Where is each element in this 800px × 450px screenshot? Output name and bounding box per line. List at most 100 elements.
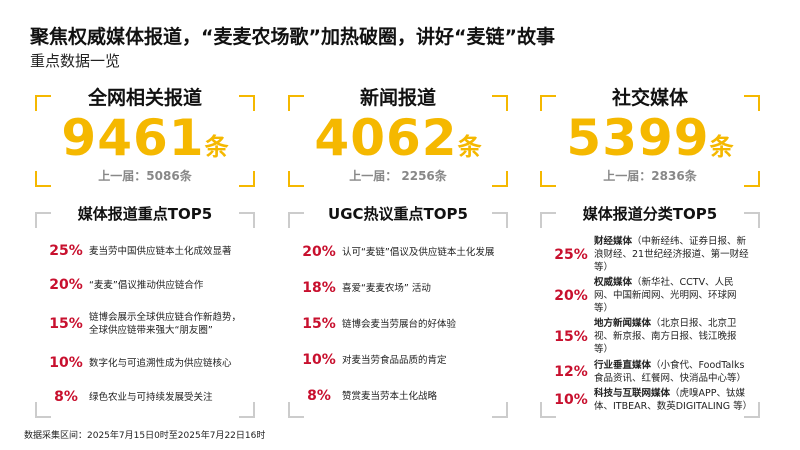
list-item: 8% 绿色农业与可持续发展受关注: [43, 389, 245, 405]
list-item: 25% 财经媒体（中新经纬、证券日报、新浪财经、21世纪经济报道、第一财经等）: [548, 235, 750, 274]
stat-number: 5399条: [540, 109, 760, 167]
list-item: 18% 喜爱“麦麦农场” 活动: [296, 280, 498, 296]
stat-number: 4062条: [288, 109, 508, 167]
item-percent: 20%: [49, 277, 83, 293]
item-description: 数字化与可追溯性成为供应链核心: [89, 357, 232, 369]
item-text: 链博会麦当劳展台的好体验: [342, 318, 456, 331]
stat-label-text: 新闻报道: [353, 87, 442, 109]
item-text: 对麦当劳食品品质的肯定: [342, 354, 447, 367]
corner: [288, 171, 304, 187]
corner: [239, 212, 255, 228]
list-title-text: UGC热议重点TOP5: [322, 205, 474, 223]
list-item: 10% 科技与互联网媒体（虎嗅APP、钛媒体、ITBEAR、数英DIGITALIN…: [548, 387, 753, 413]
corner: [35, 95, 51, 111]
stat-number: 9461条: [35, 109, 255, 167]
item-description: （北京日报、北京卫视、新京报、南方日报、钱江晚报等）: [594, 318, 737, 356]
corner: [540, 95, 556, 111]
list-card: 媒体报道分类TOP5 25% 财经媒体（中新经纬、证券日报、新浪财经、21世纪经济报…: [540, 205, 760, 418]
item-text: 赞赏麦当劳本土化战略: [342, 390, 437, 403]
corner: [744, 171, 760, 187]
item-percent: 15%: [49, 316, 83, 332]
list-rows: 25% 财经媒体（中新经纬、证券日报、新浪财经、21世纪经济报道、第一财经等） 20…: [548, 234, 753, 414]
subtitle: 重点数据一览: [30, 52, 121, 70]
list-item: 10% 对麦当劳食品品质的肯定: [296, 352, 498, 368]
list-rows: 25% 麦当劳中国供应链本土化成效显著 20% “麦麦”倡议推动供应链合作 15% 链博会…: [43, 234, 245, 414]
corner: [540, 171, 556, 187]
corner: [540, 212, 556, 228]
corner: [492, 212, 508, 228]
footnote: 数据采集区间：2025年7月15日0时至2025年7月22日16时: [24, 431, 266, 441]
item-text: 行业垂直媒体（小食代、FoodTalks食品资讯、红餐网、快消品中心等）: [594, 359, 750, 385]
item-description: （新华社、CCTV、人民网、中国新闻网、光明网、环球网等）: [594, 277, 737, 315]
corner: [239, 402, 255, 418]
item-category: 科技与互联网媒体: [594, 387, 671, 399]
item-percent: 20%: [302, 244, 336, 260]
stat-unit: 条: [457, 133, 482, 161]
item-description: 赞赏麦当劳本土化战略: [342, 390, 438, 402]
list-title: 媒体报道分类TOP5: [540, 203, 760, 224]
corner: [492, 402, 508, 418]
title: 聚焦权威媒体报道，“麦麦农场歌”加热破圈，讲好“麦链”故事: [30, 26, 555, 48]
stat-unit: 条: [204, 133, 229, 161]
corner: [239, 95, 255, 111]
corner: [744, 212, 760, 228]
corner: [492, 95, 508, 111]
corner: [35, 171, 51, 187]
corner: [35, 402, 51, 418]
corner: [288, 95, 304, 111]
list-item: 15% 地方新闻媒体（北京日报、北京卫视、新京报、南方日报、钱江晚报等）: [548, 317, 750, 356]
item-description: 绿色农业与可持续发展受关注: [89, 391, 213, 403]
item-text: 科技与互联网媒体（虎嗅APP、钛媒体、ITBEAR、数英DIGITALING 等…: [594, 387, 753, 413]
item-description: 链博会展示全球供应链合作新趋势，全球供应链带来强大“朋友圈”: [89, 312, 242, 336]
stat-card: 全网相关报道 9461条 上一届：5086条: [35, 87, 255, 187]
corner: [744, 95, 760, 111]
item-text: 财经媒体（中新经纬、证券日报、新浪财经、21世纪经济报道、第一财经等）: [594, 235, 750, 274]
list-title: 媒体报道重点TOP5: [35, 203, 255, 224]
corner: [35, 212, 51, 228]
item-description: （小食代、FoodTalks食品资讯、红餐网、快消品中心等）: [594, 359, 747, 384]
list-title-text: 媒体报道重点TOP5: [71, 205, 219, 223]
stat-value: 9461: [61, 109, 205, 167]
stat-label-text: 社交媒体: [605, 87, 694, 109]
item-percent: 18%: [302, 280, 336, 296]
stat-label-text: 全网相关报道: [81, 87, 208, 109]
corner: [239, 171, 255, 187]
item-percent: 20%: [554, 287, 588, 304]
corner: [744, 402, 760, 418]
corner: [288, 402, 304, 418]
list-card: 媒体报道重点TOP5 25% 麦当劳中国供应链本土化成效显著 20% “麦麦”倡议推动供…: [35, 205, 255, 418]
corner: [540, 402, 556, 418]
item-text: 绿色农业与可持续发展受关注: [89, 391, 213, 404]
item-category: 财经媒体: [594, 236, 633, 248]
item-percent: 12%: [554, 363, 588, 380]
list-item: 10% 数字化与可追溯性成为供应链核心: [43, 355, 245, 371]
stat-previous: 上一届：5086条: [98, 169, 192, 183]
item-percent: 8%: [54, 389, 78, 405]
stat-unit: 条: [709, 133, 734, 161]
list-card: UGC热议重点TOP5 20% 认可“麦链”倡议及供应链本土化发展 18% 喜爱“麦麦农…: [288, 205, 508, 418]
stat-value: 5399: [566, 109, 710, 167]
list-item: 15% 链博会展示全球供应链合作新趋势，全球供应链带来强大“朋友圈”: [43, 311, 245, 337]
item-text: 喜爱“麦麦农场” 活动: [342, 282, 431, 295]
list-item: 8% 赞赏麦当劳本土化战略: [296, 388, 498, 404]
item-category: 地方新闻媒体: [594, 318, 652, 330]
list-item: 20% 认可“麦链”倡议及供应链本土化发展: [296, 244, 498, 260]
item-percent: 15%: [554, 328, 588, 345]
item-percent: 10%: [49, 355, 83, 371]
item-text: 数字化与可追溯性成为供应链核心: [89, 357, 232, 370]
item-description: （中新经纬、证券日报、新浪财经、21世纪经济报道、第一财经等）: [594, 236, 749, 274]
item-text: 链博会展示全球供应链合作新趋势，全球供应链带来强大“朋友圈”: [89, 311, 245, 337]
item-text: 地方新闻媒体（北京日报、北京卫视、新京报、南方日报、钱江晚报等）: [594, 317, 750, 356]
item-description: 链博会麦当劳展台的好体验: [342, 318, 457, 330]
list-rows: 20% 认可“麦链”倡议及供应链本土化发展 18% 喜爱“麦麦农场” 活动 15% 链博会…: [296, 234, 498, 414]
stat-label: 全网相关报道: [35, 83, 255, 110]
item-description: （虎嗅APP、钛媒体、ITBEAR、数英DIGITALING 等）: [594, 387, 753, 412]
list-title-text: 媒体报道分类TOP5: [576, 205, 724, 223]
stat-label: 社交媒体: [540, 83, 760, 110]
corner: [492, 171, 508, 187]
item-category: 权威媒体: [594, 277, 633, 289]
item-category: 行业垂直媒体: [594, 359, 652, 371]
list-item: 12% 行业垂直媒体（小食代、FoodTalks食品资讯、红餐网、快消品中心等）: [548, 359, 750, 385]
item-percent: 15%: [302, 316, 336, 332]
list-title: UGC热议重点TOP5: [288, 203, 508, 224]
